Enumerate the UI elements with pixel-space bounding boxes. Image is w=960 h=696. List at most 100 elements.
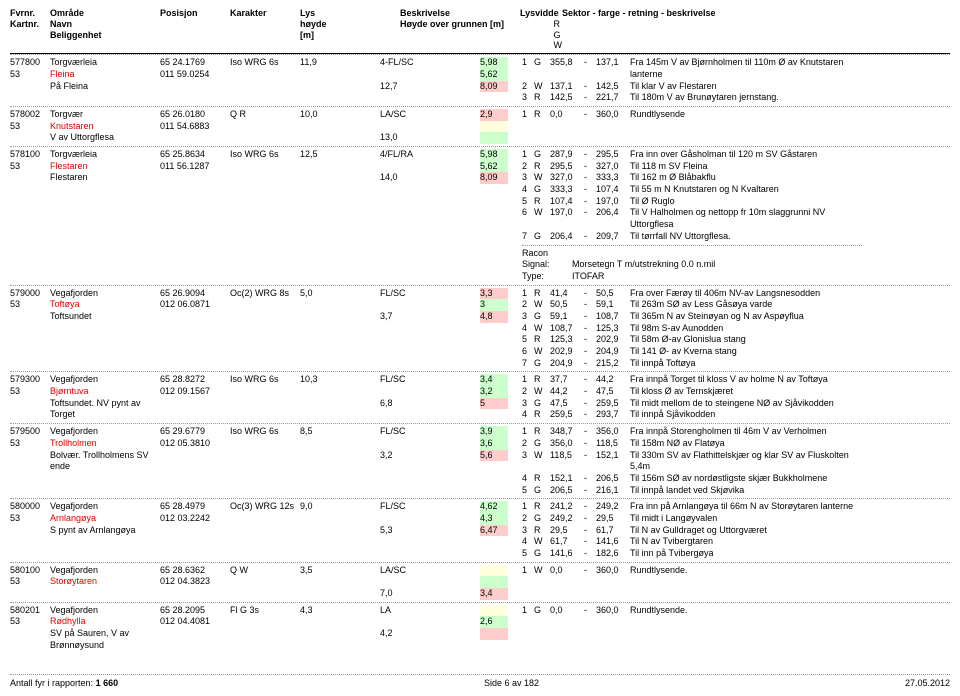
entry-lysh: 9,0	[300, 501, 340, 559]
sektor-cell: 41,4	[550, 288, 584, 300]
sektor-cell: 59,1	[550, 311, 584, 323]
footer-center: Side 6 av 182	[484, 678, 539, 688]
lysvidde-value: 3,2	[480, 386, 508, 398]
entry-name: Knutstaren	[50, 121, 94, 131]
sektor-cell: 215,2	[596, 358, 630, 370]
lysvidde-value: 4,62	[480, 501, 508, 513]
sektor-desc: Til 162 m Ø Blåbakflu	[630, 172, 862, 184]
sektor-cell: W	[534, 536, 550, 548]
entry-name: Arnlangøya	[50, 513, 96, 523]
entry-kart: 53	[10, 438, 20, 448]
sektor-row: 6W197,0-206,4Til V Halholmen og nettopp …	[522, 207, 862, 230]
sektor-cell: 6	[522, 346, 534, 358]
entry-karakter: Iso WRG 6s	[230, 374, 300, 421]
lysvidde-value: 3,9	[480, 426, 508, 438]
sektor-row: 2G356,0-118,5Til 158m NØ av Flatøya	[522, 438, 862, 450]
sektor-cell: -	[584, 323, 596, 335]
lysvidde-value: 3,3	[480, 288, 508, 300]
sektor-cell: 295,5	[550, 161, 584, 173]
sektor-cell: 137,1	[550, 81, 584, 93]
sektor-cell: G	[534, 438, 550, 450]
entry-lysvidde: 2,9	[480, 109, 522, 144]
sektor-cell: -	[584, 172, 596, 184]
lysvidde-value: 2,9	[480, 109, 508, 121]
sektor-cell: 197,0	[550, 207, 584, 230]
sektor-desc: Til 98m S-av Aunodden	[630, 323, 862, 335]
sektor-cell: 249,2	[550, 513, 584, 525]
sektor-cell: -	[584, 485, 596, 497]
sektor-cell: 137,1	[596, 57, 630, 80]
entry-area: Vegafjorden	[50, 288, 98, 298]
sektor-cell: 107,4	[550, 196, 584, 208]
sektor-cell: 6	[522, 207, 534, 230]
sektor-row: 4W61,7-141,6Til N av Tvibergtaren	[522, 536, 862, 548]
footer-left-label: Antall fyr i rapporten:	[10, 678, 93, 688]
sektor-cell: -	[584, 57, 596, 80]
sektor-cell: 1	[522, 288, 534, 300]
sektor-cell: 141,6	[596, 536, 630, 548]
sektor-cell: 356,0	[550, 438, 584, 450]
entry-karakter: Iso WRG 6s	[230, 426, 300, 496]
lysvidde-value: 5,98	[480, 149, 508, 161]
entry-hoy: 7,0	[380, 588, 393, 598]
sektor-cell: 118,5	[596, 438, 630, 450]
sektor-cell: G	[534, 149, 550, 161]
lysvidde-value: 8,09	[480, 172, 508, 184]
sektor-row: 1G287,9-295,5Fra inn over Gåsholman til …	[522, 149, 862, 161]
sektor-cell: 3	[522, 172, 534, 184]
sektor-desc: Til inn på Tvibergøya	[630, 548, 862, 560]
hdr-omrade-l: Område	[50, 8, 84, 18]
table-row: 57950053VegafjordenTrollholmenBolvær. Tr…	[10, 423, 950, 498]
table-row: 58020153VegafjordenRødhyllaSV på Sauren,…	[10, 602, 950, 654]
sektor-cell: G	[534, 485, 550, 497]
sektor-cell: R	[534, 196, 550, 208]
entry-besk: FL/SC	[380, 374, 406, 384]
sektor-cell: W	[534, 172, 550, 184]
sektor-cell: 249,2	[596, 501, 630, 513]
hdr-area: Område Navn Beliggenhet	[50, 8, 160, 51]
entry-name: Storøytaren	[50, 576, 97, 586]
sektor-cell: 204,9	[550, 358, 584, 370]
sektor-cell: -	[584, 149, 596, 161]
entry-pos2: 012 04.3823	[160, 576, 210, 586]
sektor-cell: 4	[522, 409, 534, 421]
entry-kart: 53	[10, 69, 20, 79]
sektor-desc: Til Ø Ruglo	[630, 196, 862, 208]
sektor-cell: 333,3	[596, 172, 630, 184]
sektor-row: 4R152,1-206,5Til 156m SØ av nordøstligst…	[522, 473, 862, 485]
entry-lysh: 8,5	[300, 426, 340, 496]
hdr-sektor: Sektor - farge - retning - beskrivelse	[562, 8, 902, 51]
sektor-cell: 5	[522, 485, 534, 497]
sektor-cell: 202,9	[550, 346, 584, 358]
sektor-cell: 0,0	[550, 109, 584, 121]
sektor-row: 1G355,8-137,1Fra 145m V av Bjørnholmen t…	[522, 57, 862, 80]
hdr-belig-l: Beliggenhet	[50, 30, 102, 40]
sektor-row: 1R241,2-249,2Fra inn på Arnlangøya til 6…	[522, 501, 862, 513]
sektor-cell: -	[584, 207, 596, 230]
sektor-cell: 125,3	[550, 334, 584, 346]
entry-hoy: 4,2	[380, 628, 393, 638]
lysvidde-value: 3,6	[480, 438, 508, 450]
entry-area: Vegafjorden	[50, 605, 98, 615]
hdr-lys: Lys høyde [m]	[300, 8, 360, 51]
sektor-cell: 2	[522, 386, 534, 398]
lysvidde-value: 5,6	[480, 450, 508, 462]
sektor-cell: -	[584, 398, 596, 410]
sektor-cell: R	[534, 374, 550, 386]
entry-hoy: 14,0	[380, 172, 398, 182]
sektor-cell: R	[534, 409, 550, 421]
sektor-row: 7G206,4-209,7Til tørrfall NV Uttorgflesa…	[522, 231, 862, 243]
sektor-cell: 61,7	[550, 536, 584, 548]
hdr-kar: Karakter	[230, 8, 300, 51]
table-row: 58000053VegafjordenArnlangøyaS pynt av A…	[10, 498, 950, 561]
sektor-cell: G	[534, 231, 550, 243]
sektor-row: 5G206,5-216,1Til innpå landet ved Skjøvi…	[522, 485, 862, 497]
sektor-cell: 241,2	[550, 501, 584, 513]
lysvidde-value: 3,4	[480, 374, 508, 386]
sektor-cell: 327,0	[596, 161, 630, 173]
sektor-cell: 204,9	[596, 346, 630, 358]
sektor-cell: G	[534, 548, 550, 560]
sektor-row: 5R125,3-202,9Til 58m Ø-av Glonislua stan…	[522, 334, 862, 346]
sektor-cell: 216,1	[596, 485, 630, 497]
sektor-cell: -	[584, 81, 596, 93]
